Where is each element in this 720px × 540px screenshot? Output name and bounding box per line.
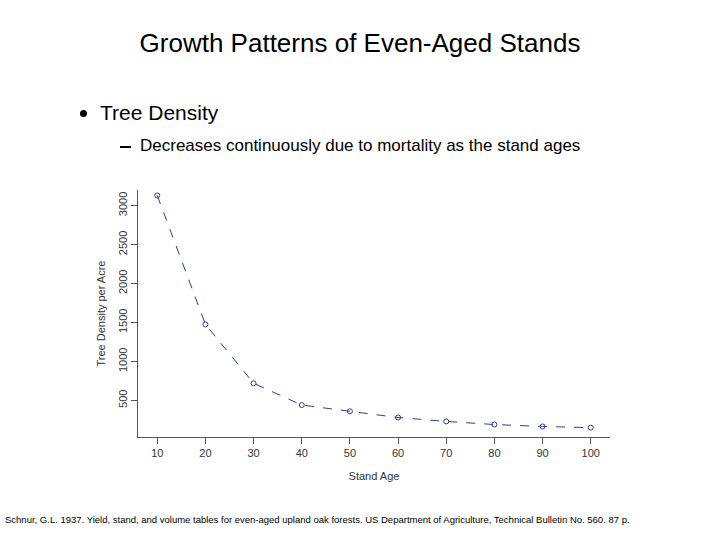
svg-text:30: 30 [247,447,259,459]
svg-text:3000: 3000 [117,192,129,216]
svg-text:500: 500 [117,390,129,408]
svg-text:2500: 2500 [117,231,129,255]
svg-text:20: 20 [199,447,211,459]
svg-text:40: 40 [296,447,308,459]
svg-text:1000: 1000 [117,348,129,372]
html-text:Tree Density: Tree Density [100,101,219,124]
svg-text:60: 60 [392,447,404,459]
svg-text:2000: 2000 [117,270,129,294]
svg-text:90: 90 [536,447,548,459]
svg-text:50: 50 [344,447,356,459]
svg-text:100: 100 [582,447,600,459]
svg-text:Tree Density per Acre: Tree Density per Acre [95,261,107,367]
svg-text:80: 80 [488,447,500,459]
html-text:Growth Patterns of Even-Aged S: Growth Patterns of Even-Aged Stands [139,28,581,58]
svg-text:Stand Age: Stand Age [349,470,400,482]
svg-text:10: 10 [151,447,163,459]
html-text:Decreases continuously due to: Decreases continuously due to mortality … [140,136,581,155]
svg-text:1500: 1500 [117,309,129,333]
svg-text:70: 70 [440,447,452,459]
html-text:Schnur, G.L. 1937. Yield, stan: Schnur, G.L. 1937. Yield, stand, and vol… [5,514,630,525]
